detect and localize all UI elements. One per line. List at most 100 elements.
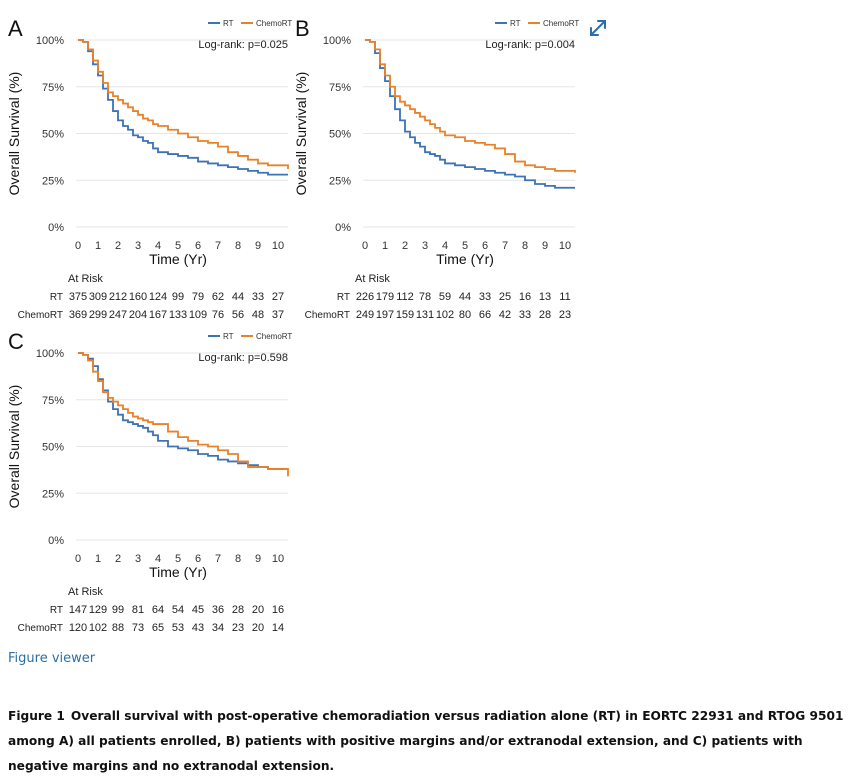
- series-line-chemort: [78, 352, 289, 477]
- x-tick-label: 3: [135, 553, 141, 565]
- series-line-rt: [365, 39, 575, 189]
- at-risk-count: 226: [356, 291, 374, 303]
- x-tick-label: 9: [255, 553, 261, 565]
- x-axis-label: Time (Yr): [149, 564, 207, 580]
- x-tick-label: 0: [75, 553, 81, 565]
- caption-label: Figure 1: [8, 709, 65, 723]
- figure-viewer-link[interactable]: Figure viewer: [8, 651, 96, 666]
- at-risk-count: 369: [69, 309, 87, 321]
- legend-label-rt: RT: [223, 332, 234, 341]
- x-tick-label: 4: [155, 553, 161, 565]
- at-risk-count: 102: [436, 309, 454, 321]
- x-tick-label: 8: [235, 553, 241, 565]
- at-risk-count: 76: [212, 309, 224, 321]
- at-risk-count: 375: [69, 291, 87, 303]
- at-risk-count: 64: [152, 604, 164, 616]
- legend-label-chemort: ChemoRT: [256, 332, 292, 341]
- x-tick-label: 6: [195, 240, 201, 252]
- at-risk-count: 129: [89, 604, 107, 616]
- y-tick-label: 75%: [42, 395, 64, 407]
- at-risk-count: 33: [479, 291, 491, 303]
- logrank-annotation: Log-rank: p=0.025: [198, 39, 288, 51]
- at-risk-count: 14: [272, 622, 284, 634]
- at-risk-count: 11: [559, 291, 570, 303]
- at-risk-count: 99: [112, 604, 124, 616]
- y-tick-label: 0%: [335, 222, 351, 234]
- at-risk-count: 99: [172, 291, 184, 303]
- at-risk-count: 54: [172, 604, 184, 616]
- at-risk-label-chemort: ChemoRT: [18, 623, 63, 634]
- y-tick-label: 100%: [323, 35, 351, 47]
- at-risk-count: 249: [356, 309, 374, 321]
- at-risk-label-rt: RT: [50, 292, 63, 303]
- caption-text: Overall survival with post-operative che…: [8, 709, 844, 773]
- y-tick-label: 50%: [329, 129, 351, 141]
- x-tick-label: 5: [175, 553, 181, 565]
- y-tick-label: 50%: [42, 442, 64, 454]
- logrank-annotation: Log-rank: p=0.004: [485, 39, 575, 51]
- at-risk-count: 65: [152, 622, 164, 634]
- legend-label-rt: RT: [510, 19, 521, 28]
- at-risk-count: 56: [232, 309, 244, 321]
- at-risk-count: 23: [232, 622, 244, 634]
- at-risk-count: 212: [109, 291, 127, 303]
- at-risk-count: 28: [232, 604, 244, 616]
- at-risk-count: 102: [89, 622, 107, 634]
- at-risk-count: 42: [499, 309, 511, 321]
- x-tick-label: 8: [522, 240, 528, 252]
- y-axis-label: Overall Survival (%): [293, 72, 309, 196]
- logrank-annotation: Log-rank: p=0.598: [198, 352, 288, 364]
- x-tick-label: 1: [95, 240, 101, 252]
- x-tick-label: 4: [442, 240, 448, 252]
- at-risk-count: 33: [519, 309, 531, 321]
- panel-letter: B: [295, 16, 310, 41]
- x-tick-label: 3: [422, 240, 428, 252]
- series-line-rt: [78, 352, 288, 470]
- x-tick-label: 2: [115, 240, 121, 252]
- x-tick-label: 2: [402, 240, 408, 252]
- x-tick-label: 1: [382, 240, 388, 252]
- panel-letter: C: [8, 329, 24, 354]
- at-risk-count: 167: [149, 309, 167, 321]
- at-risk-count: 36: [212, 604, 224, 616]
- y-tick-label: 75%: [329, 82, 351, 94]
- x-tick-label: 5: [175, 240, 181, 252]
- at-risk-label-chemort: ChemoRT: [305, 310, 350, 321]
- y-tick-label: 75%: [42, 82, 64, 94]
- at-risk-count: 16: [272, 604, 284, 616]
- x-tick-label: 9: [255, 240, 261, 252]
- at-risk-count: 37: [272, 309, 284, 321]
- at-risk-count: 43: [192, 622, 204, 634]
- x-tick-label: 10: [272, 553, 284, 565]
- x-axis-label: Time (Yr): [149, 251, 207, 267]
- at-risk-title: At Risk: [68, 586, 103, 598]
- expand-arrows-icon[interactable]: [588, 18, 608, 38]
- at-risk-count: 53: [172, 622, 184, 634]
- at-risk-count: 13: [539, 291, 551, 303]
- at-risk-count: 112: [396, 291, 414, 303]
- at-risk-label-rt: RT: [50, 605, 63, 616]
- at-risk-title: At Risk: [355, 273, 390, 285]
- at-risk-count: 48: [252, 309, 264, 321]
- at-risk-count: 204: [129, 309, 147, 321]
- y-tick-label: 0%: [48, 222, 64, 234]
- at-risk-count: 133: [169, 309, 187, 321]
- x-tick-label: 3: [135, 240, 141, 252]
- y-tick-label: 25%: [42, 175, 64, 187]
- series-line-rt: [78, 39, 288, 176]
- at-risk-count: 44: [232, 291, 244, 303]
- x-tick-label: 7: [215, 553, 221, 565]
- series-line-chemort: [365, 39, 576, 173]
- at-risk-count: 159: [396, 309, 414, 321]
- at-risk-count: 62: [212, 291, 224, 303]
- x-tick-label: 5: [462, 240, 468, 252]
- at-risk-label-rt: RT: [337, 292, 350, 303]
- x-tick-label: 2: [115, 553, 121, 565]
- y-tick-label: 0%: [48, 535, 64, 547]
- x-tick-label: 7: [502, 240, 508, 252]
- at-risk-title: At Risk: [68, 273, 103, 285]
